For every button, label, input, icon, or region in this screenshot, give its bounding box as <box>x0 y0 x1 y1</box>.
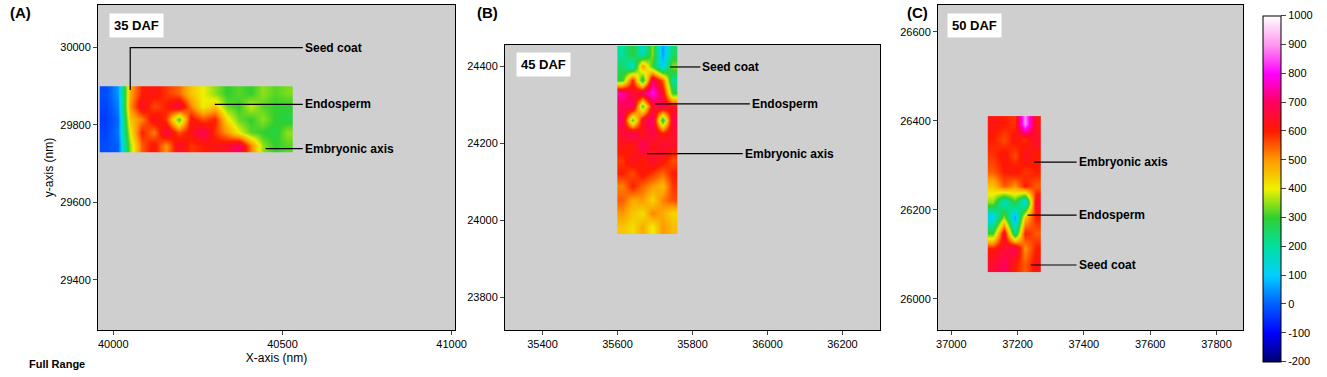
svg-text:(A): (A) <box>10 4 31 21</box>
svg-text:40000: 40000 <box>98 338 129 350</box>
svg-text:y-axis (nm): y-axis (nm) <box>42 138 56 197</box>
svg-text:41000: 41000 <box>436 338 467 350</box>
svg-text:23800: 23800 <box>467 291 498 303</box>
svg-text:X-axis (nm): X-axis (nm) <box>246 351 307 365</box>
svg-text:36000: 36000 <box>752 338 783 350</box>
svg-text:Embryonic axis: Embryonic axis <box>305 142 394 156</box>
svg-text:37400: 37400 <box>1069 338 1100 350</box>
svg-text:35600: 35600 <box>602 338 633 350</box>
svg-text:40500: 40500 <box>267 338 298 350</box>
svg-text:Seed coat: Seed coat <box>305 41 362 55</box>
svg-text:Embryonic axis: Embryonic axis <box>1079 155 1168 169</box>
svg-text:36200: 36200 <box>827 338 858 350</box>
svg-text:35 DAF: 35 DAF <box>114 18 159 33</box>
svg-text:1000: 1000 <box>1288 9 1312 21</box>
svg-text:37600: 37600 <box>1135 338 1166 350</box>
svg-text:500: 500 <box>1288 154 1306 166</box>
svg-text:900: 900 <box>1288 38 1306 50</box>
svg-text:29400: 29400 <box>60 274 91 286</box>
svg-text:Endosperm: Endosperm <box>305 97 371 111</box>
svg-text:37000: 37000 <box>936 338 967 350</box>
svg-text:-200: -200 <box>1288 355 1310 367</box>
svg-text:200: 200 <box>1288 240 1306 252</box>
svg-text:600: 600 <box>1288 125 1306 137</box>
svg-text:800: 800 <box>1288 67 1306 79</box>
svg-text:30000: 30000 <box>60 41 91 53</box>
svg-text:24200: 24200 <box>467 137 498 149</box>
svg-text:0: 0 <box>1288 298 1294 310</box>
svg-text:Endosperm: Endosperm <box>752 97 818 111</box>
svg-text:700: 700 <box>1288 96 1306 108</box>
svg-text:50 DAF: 50 DAF <box>952 18 997 33</box>
svg-text:(B): (B) <box>477 4 498 21</box>
svg-text:Endosperm: Endosperm <box>1079 208 1145 222</box>
svg-text:400: 400 <box>1288 182 1306 194</box>
svg-text:29600: 29600 <box>60 196 91 208</box>
svg-text:Embryonic axis: Embryonic axis <box>745 147 834 161</box>
svg-text:26200: 26200 <box>900 204 931 216</box>
svg-text:Seed coat: Seed coat <box>1079 258 1136 272</box>
svg-text:24000: 24000 <box>467 214 498 226</box>
svg-text:37800: 37800 <box>1201 338 1232 350</box>
svg-text:29800: 29800 <box>60 119 91 131</box>
svg-text:37200: 37200 <box>1002 338 1033 350</box>
svg-text:35800: 35800 <box>677 338 708 350</box>
svg-text:26600: 26600 <box>900 26 931 38</box>
svg-text:Full Range: Full Range <box>29 358 85 370</box>
svg-text:100: 100 <box>1288 269 1306 281</box>
svg-text:Seed coat: Seed coat <box>702 60 759 74</box>
svg-text:26400: 26400 <box>900 115 931 127</box>
svg-text:(C): (C) <box>907 4 928 21</box>
svg-text:26000: 26000 <box>900 293 931 305</box>
svg-text:24400: 24400 <box>467 60 498 72</box>
svg-text:300: 300 <box>1288 211 1306 223</box>
svg-text:-100: -100 <box>1288 327 1310 339</box>
svg-text:35400: 35400 <box>527 338 558 350</box>
svg-text:45 DAF: 45 DAF <box>521 57 566 72</box>
